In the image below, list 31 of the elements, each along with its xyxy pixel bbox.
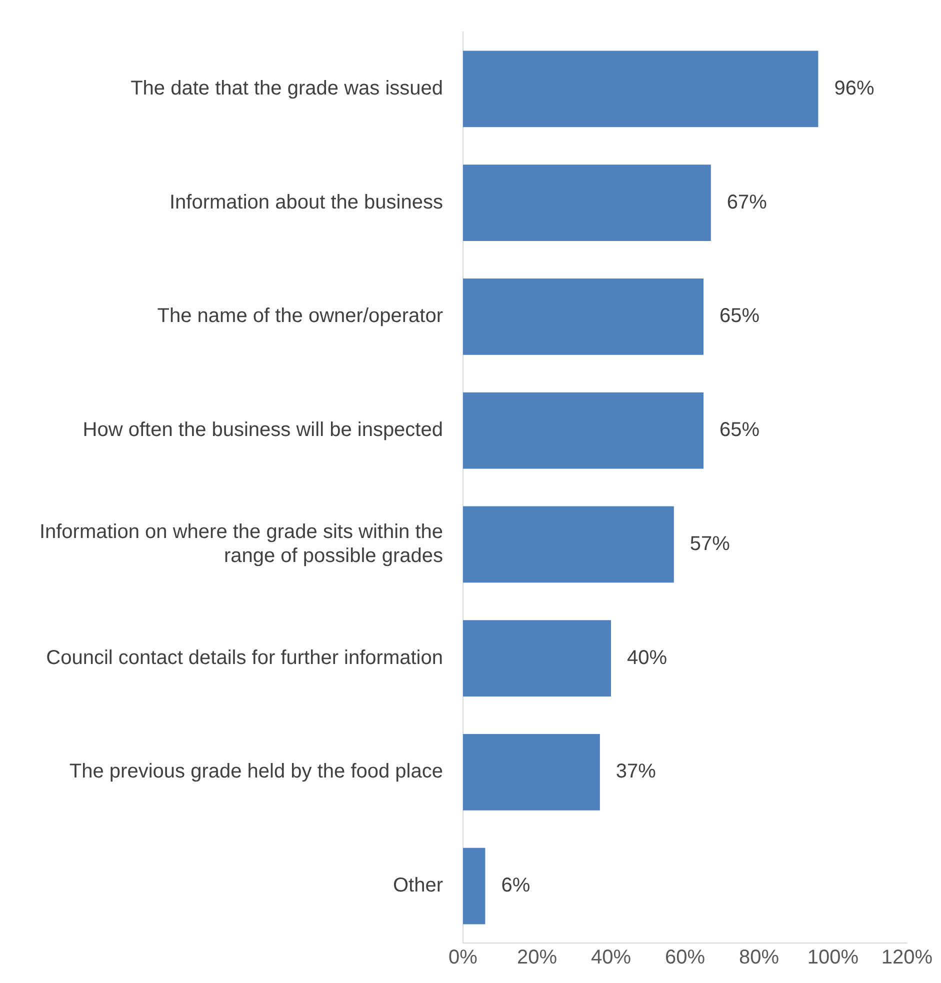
y-tick-label: The date that the grade was issued	[130, 77, 443, 100]
y-tick-label: The previous grade held by the food place	[69, 760, 443, 783]
data-label: 57%	[690, 532, 730, 555]
y-tick-label: The name of the owner/operator	[157, 305, 444, 328]
y-tick-label: Other	[392, 874, 444, 897]
bar	[463, 734, 600, 810]
y-tick-label: Information on where the grade sits within the range of possible grades	[39, 520, 443, 567]
bar	[463, 506, 674, 583]
x-tick-label: 20%	[516, 946, 558, 969]
bar	[463, 848, 486, 924]
data-label: 6%	[501, 874, 530, 897]
x-tick-label: 100%	[807, 946, 859, 969]
data-label: 40%	[627, 646, 668, 669]
bar	[463, 50, 818, 128]
x-tick-label: 0%	[448, 946, 478, 969]
data-label: 37%	[616, 760, 656, 783]
y-tick-label: Information about the business	[169, 191, 443, 214]
data-label: 65%	[720, 305, 760, 328]
bar	[463, 278, 704, 355]
y-tick-label: How often the business will be inspected	[82, 419, 443, 442]
bar	[463, 164, 711, 241]
y-tick-label: Council contact details for further information	[46, 646, 443, 669]
data-label: 65%	[720, 419, 760, 442]
bar	[463, 620, 611, 696]
bar	[463, 392, 704, 469]
x-tick-label: 60%	[664, 946, 706, 969]
data-label: 96%	[834, 77, 874, 100]
x-tick-label: 80%	[738, 946, 780, 969]
x-tick-label: 40%	[590, 946, 632, 969]
x-tick-label: 120%	[881, 946, 933, 969]
data-label: 67%	[726, 191, 768, 214]
